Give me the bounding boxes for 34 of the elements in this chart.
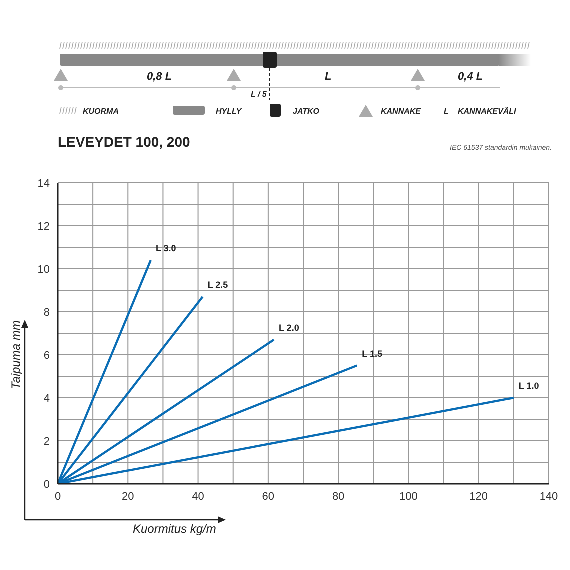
x-axis-title: Kuormitus kg/m <box>133 522 216 536</box>
y-tick-label: 4 <box>44 392 50 405</box>
text: KANNAKEVÄLI <box>458 107 517 116</box>
text: JATKO <box>293 107 320 116</box>
text: 0,8 L <box>147 71 172 83</box>
x-tick-label: 140 <box>540 490 558 503</box>
series-label: L 3.0 <box>156 243 176 254</box>
text: L <box>444 107 449 116</box>
y-tick-label: 12 <box>38 220 50 233</box>
x-tick-label: 0 <box>54 490 62 503</box>
y-tick-label: 8 <box>44 306 50 319</box>
y-tick-label: 6 <box>44 350 50 362</box>
series-label: L 2.5 <box>208 280 228 290</box>
y-tick-label: 0 <box>44 478 50 491</box>
y-tick-label: 14 <box>38 178 50 190</box>
x-tick-label: 120 <box>470 490 488 503</box>
text: L / 5 <box>251 90 268 99</box>
chart-title: LEVEYDET 100, 200 <box>58 134 190 150</box>
series-label: L 1.0 <box>518 381 540 391</box>
series-label: L 1.5 <box>362 348 383 359</box>
text: 0,4 L <box>458 71 484 83</box>
x-tick-label: 80 <box>332 490 345 503</box>
x-tick-label: 60 <box>262 490 275 503</box>
y-tick-label: 2 <box>44 436 50 448</box>
text: KANNAKE <box>381 107 422 116</box>
text: L <box>325 71 332 83</box>
y-axis-title: Taipuma mm <box>9 320 23 390</box>
text: KUORMA <box>83 107 120 116</box>
text: HYLLY <box>216 107 242 116</box>
y-tick-label: 10 <box>38 264 50 276</box>
x-tick-label: 20 <box>122 490 134 503</box>
series-label: L 2.0 <box>279 322 300 333</box>
x-tick-label: 100 <box>400 490 418 503</box>
x-tick-label: 40 <box>192 490 204 503</box>
